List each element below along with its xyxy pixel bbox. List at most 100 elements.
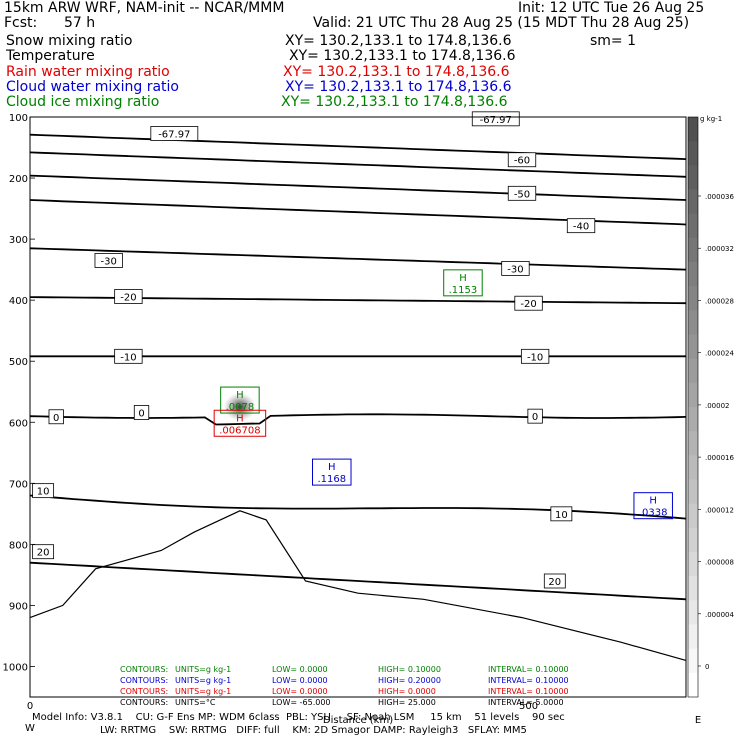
contour-label-box [32,544,55,560]
model-title: 15km ARW WRF, NAM-init -- NCAR/MMM [4,0,285,16]
field-name-temperature: Temperature [6,48,95,64]
contour-label: 0 [532,412,538,423]
field-name-rain: Rain water mixing ratio [6,64,170,80]
colorbar-segment [688,141,698,166]
colorbar-segment [688,262,698,287]
contour-info-high: HIGH= 25.000 [378,698,436,707]
x-axis-label: Distance (km) [323,715,393,726]
contour-label-box [150,126,199,141]
colorbar-tick-label: .000024 [705,350,734,358]
colorbar-tick-label: .000028 [705,297,734,305]
y-tick-label: 500 [9,357,28,368]
colorbar-segment [688,503,698,529]
contour-label-box [501,261,530,276]
contour-info-interval: INTERVAL= 0.10000 [488,676,569,685]
colorbar-segment [688,286,698,311]
y-tick-label: 1000 [3,662,28,673]
colorbar-segment [688,189,698,215]
contour-info-label: CONTOURS: [120,665,168,674]
maximum-value: .1168 [317,474,346,485]
contour-label-box [507,152,537,168]
physics-info-line: LW: RRTMG SW: RRTMG DIFF: full KM: 2D Sm… [100,725,527,736]
temperature-contour [29,174,687,201]
x-end-east: E [695,715,701,726]
contour-label-box [32,483,55,499]
colorbar-segment [688,382,698,408]
contour-info-low: LOW= -65.000 [272,698,331,707]
colorbar-tick-label: .000032 [705,245,734,253]
contour-label: -20 [120,292,136,303]
contour-label: -30 [101,256,117,267]
contour-info-high: HIGH= 0.10000 [378,665,441,674]
contour-label: -10 [527,352,543,363]
temperature-contour [29,561,687,601]
contour-label: -50 [514,189,530,200]
colorbar-segment [688,310,698,335]
valid-time: Valid: 21 UTC Thu 28 Aug 25 (15 MDT Thu … [313,15,690,31]
forecast-label: Fcst: [4,15,38,31]
contour-info-units: UNITS=g kg-1 [175,665,231,674]
contour-label-box [114,289,143,304]
y-tick-label: 200 [9,174,28,185]
temperature-contour [29,151,687,178]
contour-label-box [114,348,143,364]
colorbar-segment [688,165,698,190]
colorbar-segment [688,334,698,360]
contour-label-box [514,295,543,311]
colorbar-segment [688,237,698,263]
x-end-west: W [25,723,35,734]
colorbar-frame [687,116,699,698]
colorbar-segment [688,527,698,553]
y-tick-label: 300 [9,235,28,246]
y-tick-label: 800 [9,540,28,551]
colorbar-segment [688,576,698,601]
contour-label: -67.97 [158,129,190,140]
colorbar-segment [688,672,698,698]
colorbar-tick-label: .000012 [705,506,734,514]
contour-label: -20 [520,299,536,310]
maximum-box [312,458,352,486]
contour-label-box [566,218,596,234]
colorbar-tick-label: .000036 [705,193,734,201]
y-tick-label: 400 [9,296,28,307]
contour-info-interval: INTERVAL= 5.0000 [488,698,564,707]
colorbar-tick-label: .000004 [705,611,734,619]
contour-label: -40 [573,222,589,233]
colorbar-tick-label: .00002 [705,402,730,410]
maximum-letter: H [236,413,244,424]
contour-label: -60 [514,156,530,167]
plot-frame [29,116,687,698]
maximum-letter: H [649,496,657,507]
field-xy-rain: XY= 130.2,133.1 to 174.8,136.6 [283,64,510,80]
colorbar-segment [688,624,698,650]
contour-label: 0 [138,408,144,419]
contour-label: 20 [548,577,561,588]
contour-label: -10 [120,352,136,363]
contour-info-interval: INTERVAL= 0.10000 [488,665,569,674]
contour-info-low: LOW= 0.0000 [272,676,328,685]
shaded-maximum [223,393,256,421]
init-time: Init: 12 UTC Tue 26 Aug 25 [518,0,705,16]
contour-label-box [520,348,550,364]
contour-info-label: CONTOURS: [120,687,168,696]
contour-label-box [471,111,520,127]
maximum-letter: H [459,273,467,284]
colorbar-segment [688,648,698,674]
contour-info-units: UNITS=g kg-1 [175,676,231,685]
contour-label: 20 [37,548,50,559]
y-tick-label: 900 [9,601,28,612]
maximum-box [633,492,673,520]
contour-label-box [550,506,573,522]
field-xy-temperature: XY= 130.2,133.1 to 174.8,136.6 [289,48,516,64]
field-xy-cloud-ice: XY= 130.2,133.1 to 174.8,136.6 [281,94,508,110]
colorbar-segment [688,358,698,384]
field-xy-cloud-water: XY= 130.2,133.1 to 174.8,136.6 [285,79,512,95]
field-name-cloud-ice: Cloud ice mixing ratio [6,94,160,110]
contour-info-high: HIGH= 0.20000 [378,676,441,685]
maximum-value: .006708 [219,425,260,436]
maximum-box [220,386,260,414]
contour-label-box [527,408,543,424]
colorbar-tick-label: 0 [705,663,709,671]
contour-label: -30 [507,264,523,275]
